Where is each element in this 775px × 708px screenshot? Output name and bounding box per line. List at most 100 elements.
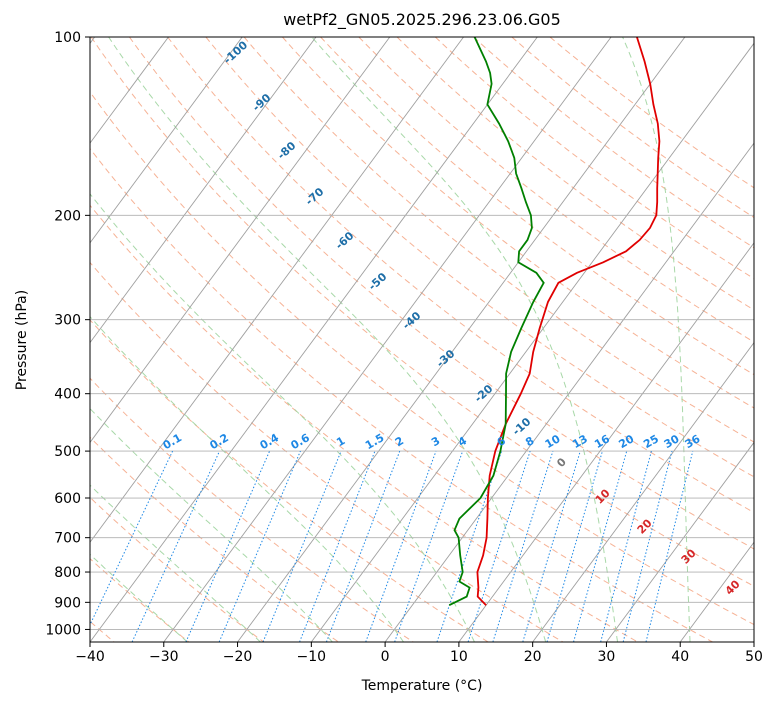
mixing-ratio-label: 0.6 (289, 431, 313, 452)
moist-adiabat-label: 20 (635, 516, 655, 536)
dry-adiabat-label: -50 (366, 270, 390, 293)
x-tick-label: −40 (75, 649, 105, 665)
isotherm-line (90, 37, 317, 344)
isotherm-line (90, 37, 243, 244)
isotherm-line (90, 37, 391, 444)
mixing-ratio-line (600, 450, 652, 642)
y-tick-label: 200 (54, 208, 81, 224)
mixing-ratio-line (622, 450, 673, 642)
mixing-ratio-line (522, 450, 581, 642)
isotherm-line (458, 242, 754, 642)
line-labels: -100-90-80-70-60-50-40-30-20-10010203040… (161, 38, 743, 597)
isotherm-line (606, 441, 754, 642)
chart-title: wetPf2_GN05.2025.296.23.06.G05 (283, 10, 561, 29)
isotherm-line (237, 37, 686, 642)
x-axis-label: Temperature (°C) (361, 678, 483, 694)
x-tick-label: 40 (671, 649, 689, 665)
y-tick-label: 300 (54, 313, 81, 329)
mixing-ratio-label: 2 (393, 434, 406, 449)
dry-adiabat-label: -90 (250, 91, 274, 114)
dry-adiabat-label: -40 (400, 309, 424, 332)
dry-adiabat-line (396, 37, 754, 311)
moist-adiabat-line (90, 315, 404, 642)
y-tick-label: 700 (54, 531, 81, 547)
mixing-ratio-line (90, 450, 174, 626)
y-tick-label: 800 (54, 565, 81, 581)
moist-adiabat-label: 0 (554, 455, 569, 470)
dry-adiabat-line (90, 204, 639, 642)
y-tick-label: 400 (54, 387, 81, 403)
isotherm-line (753, 641, 754, 642)
dry-adiabat-line (90, 436, 339, 642)
mixing-ratio-label: 3 (429, 434, 442, 449)
moist-adiabat-label: 30 (679, 546, 699, 566)
x-tick-label: 30 (598, 649, 616, 665)
mixing-ratio-line (185, 450, 271, 642)
y-tick-label: 900 (54, 595, 81, 611)
mixing-ratio-line (218, 450, 301, 642)
dry-adiabat-label: -80 (275, 139, 299, 162)
moist-adiabat-line (622, 37, 691, 642)
moist-adiabat-line (311, 37, 618, 642)
mixing-ratio-line (365, 450, 437, 642)
x-tick-label: −10 (297, 649, 327, 665)
dry-adiabat-label: -60 (333, 229, 357, 252)
mixing-ratio-label: 16 (592, 432, 612, 451)
dewpoint-profile-line (448, 37, 545, 607)
dry-adiabat-line (90, 91, 754, 626)
isotherm-line (384, 142, 754, 642)
mixing-ratio-label: 20 (617, 432, 637, 451)
dry-adiabat-line (90, 558, 190, 642)
moist-adiabat-line (108, 37, 547, 642)
x-tick-label: −20 (223, 649, 253, 665)
dry-adiabat-line (205, 37, 754, 478)
isotherm-line (163, 37, 612, 642)
mixing-ratio-label: 13 (570, 432, 590, 451)
moist-adiabat-line (90, 193, 475, 642)
x-tick-label: 50 (745, 649, 763, 665)
mixing-ratio-line (645, 450, 694, 642)
mixing-ratio-line (492, 450, 554, 642)
dry-adiabat-line (434, 37, 754, 280)
temperature-profile-line (476, 37, 661, 606)
y-tick-label: 1000 (45, 622, 81, 638)
dry-adiabat-line (90, 261, 564, 642)
mixing-ratio-line (573, 450, 628, 642)
mixing-ratio-line (262, 450, 342, 642)
isotherm-line (90, 37, 169, 144)
plot-frame (89, 36, 755, 643)
mixing-ratio-label: 0.1 (161, 431, 184, 452)
mixing-ratio-label: 4 (456, 434, 469, 449)
dry-adiabat-line (243, 37, 754, 443)
dry-adiabat-label: -20 (472, 382, 496, 405)
mixing-ratio-label: 10 (543, 432, 563, 451)
isotherm-line (90, 37, 538, 642)
dry-adiabat-label: -100 (221, 38, 250, 66)
dry-adiabat-label: -30 (434, 347, 458, 370)
dry-adiabat-line (90, 319, 489, 642)
dry-adiabat-line (549, 37, 754, 189)
isotherm-line (532, 341, 754, 642)
x-tick-label: −30 (149, 649, 179, 665)
dry-adiabat-line (282, 37, 754, 409)
dry-adiabat-line (167, 37, 754, 514)
dry-adiabat-line (90, 377, 414, 642)
mixing-ratio-line (394, 450, 464, 642)
mixing-ratio-label: 0.4 (258, 431, 282, 452)
isotherm-line (679, 541, 754, 642)
y-tick-label: 100 (54, 30, 81, 46)
mixing-ratio-label: 1.5 (363, 431, 386, 452)
x-tick-label: 10 (450, 649, 468, 665)
x-tick-label: 20 (524, 649, 542, 665)
dry-adiabat-line (90, 147, 713, 642)
y-tick-label: 600 (54, 491, 81, 507)
mixing-ratio-line (546, 450, 603, 642)
reference-lines (90, 37, 754, 642)
mixing-ratio-line (325, 450, 401, 642)
dry-adiabat-line (90, 496, 264, 642)
mixing-ratio-line (131, 450, 220, 642)
mixing-ratio-label: 30 (662, 432, 682, 451)
mixing-ratio-label: 1 (334, 434, 347, 449)
y-tick-label: 500 (54, 444, 81, 460)
